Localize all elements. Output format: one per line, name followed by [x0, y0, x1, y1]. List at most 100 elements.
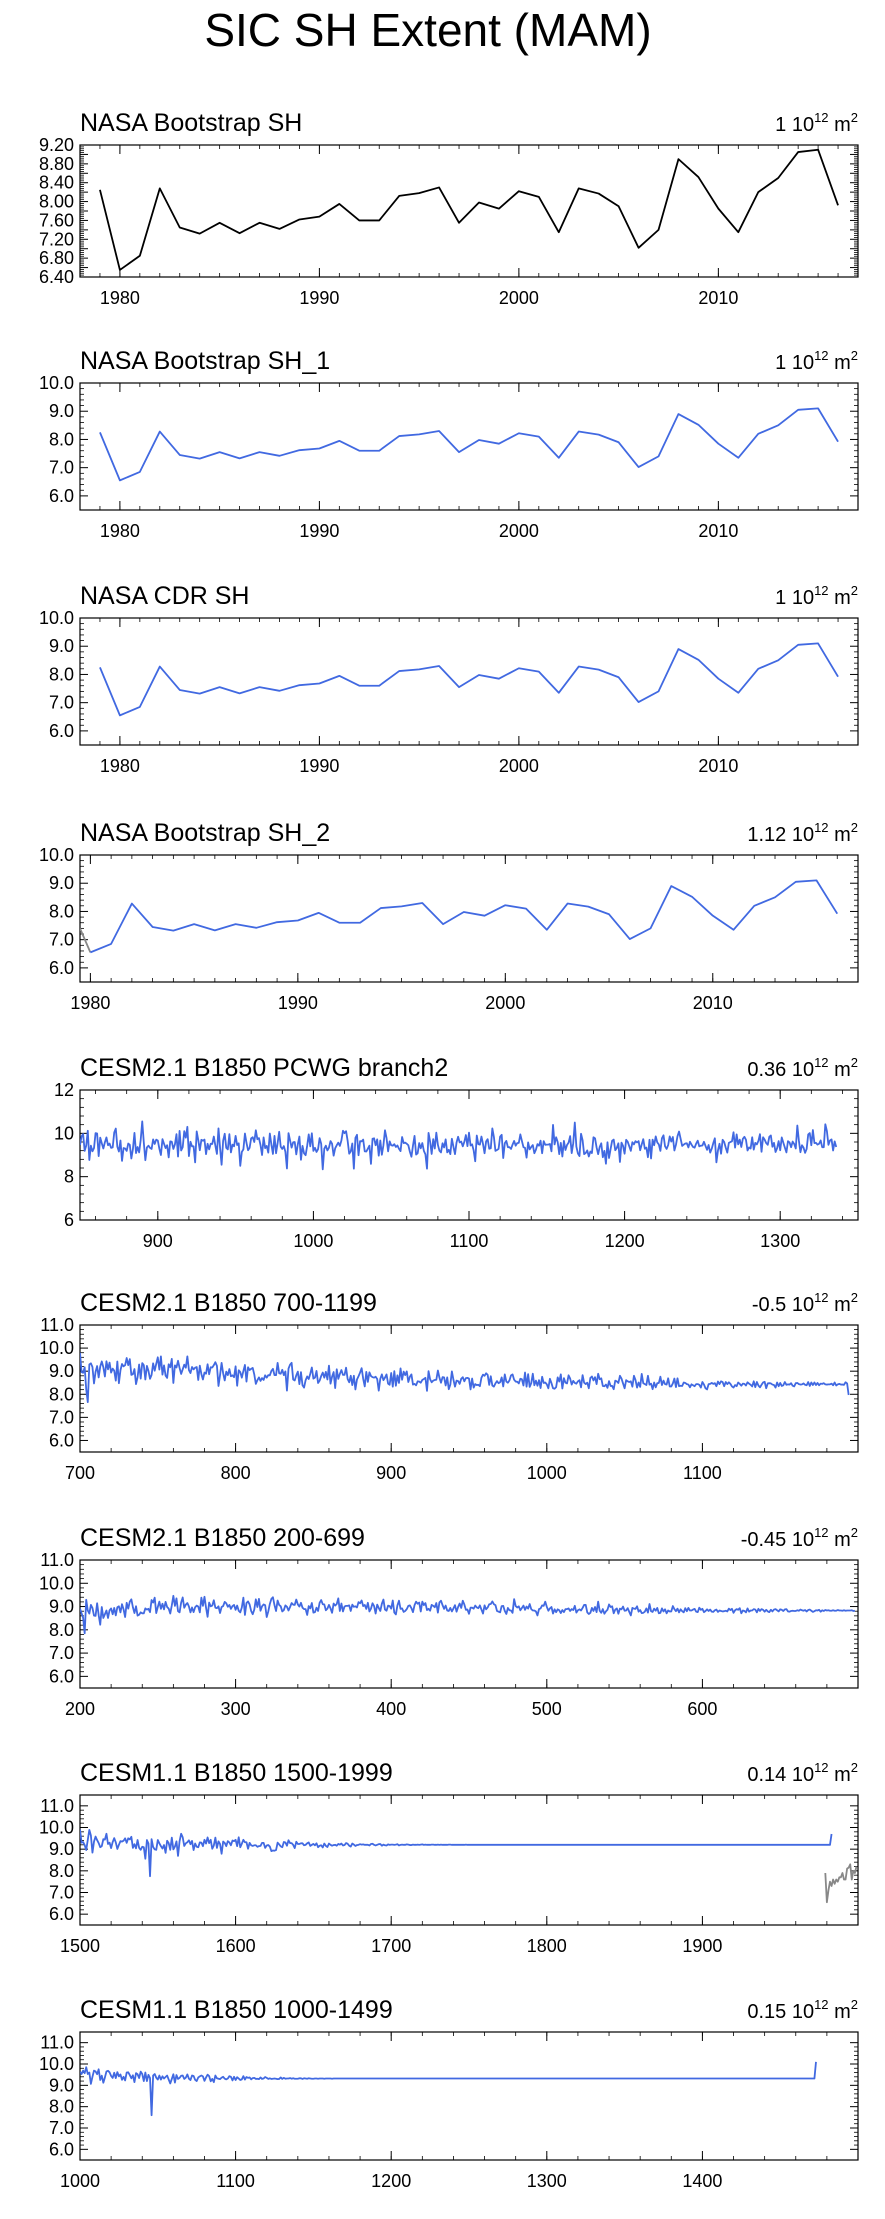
unit-label: 1.12 1012 m2	[747, 820, 858, 846]
y-tick-label: 8.0	[49, 1384, 74, 1404]
x-tick-label: 1600	[216, 1936, 256, 1956]
x-tick-label: 2000	[485, 993, 525, 1013]
x-tick-label: 1990	[278, 993, 318, 1013]
x-tick-label: 1000	[60, 2171, 100, 2191]
series-line	[80, 928, 92, 953]
series-line	[80, 1828, 833, 1878]
y-tick-label: 8.80	[39, 154, 74, 174]
panel-title: CESM2.1 B1850 PCWG branch2	[80, 1054, 448, 1082]
unit-label: -0.45 1012 m2	[741, 1525, 858, 1551]
x-tick-label: 1500	[60, 1936, 100, 1956]
y-tick-label: 9.0	[49, 401, 74, 421]
x-tick-label: 200	[65, 1699, 95, 1719]
unit-label: 1 1012 m2	[775, 583, 858, 609]
panel-4: NASA Bootstrap SH_2 1.12 1012 m2 6.0 7.0 8.0…	[39, 819, 859, 1013]
x-tick-label: 2010	[693, 993, 733, 1013]
plot-frame	[79, 2031, 859, 2161]
y-tick-label: 10.0	[39, 1818, 74, 1838]
series-line	[99, 148, 839, 271]
y-tick-label: 9.0	[49, 1361, 74, 1381]
x-tick-label: 800	[221, 1463, 251, 1483]
panel-2: NASA Bootstrap SH_1 1 1012 m2 6.0 7.0 8.0 9.0…	[39, 347, 859, 541]
x-tick-label: 1300	[527, 2171, 567, 2191]
y-tick-label: 8.0	[49, 664, 74, 684]
y-tick-label: 6.0	[49, 1904, 74, 1924]
y-tick-label: 7.0	[49, 930, 74, 950]
plot-frame	[79, 382, 859, 511]
x-tick-label: 1300	[760, 1231, 800, 1251]
y-tick-label: 6.0	[49, 2139, 74, 2159]
plot-frame	[79, 1559, 859, 1689]
x-tick-label: 2000	[499, 288, 539, 308]
y-tick-label: 9.0	[49, 2075, 74, 2095]
x-tick-label: 1100	[450, 1231, 489, 1251]
y-tick-label: 9.0	[49, 636, 74, 656]
y-tick-label: 10.0	[39, 373, 74, 393]
y-tick-label: 11.0	[40, 2033, 74, 2053]
y-tick-label: 6.0	[49, 721, 74, 741]
panel-6: CESM2.1 B1850 700-1199 -0.5 1012 m2 6.0 7.0…	[39, 1289, 859, 1483]
unit-label: 1 1012 m2	[775, 348, 858, 374]
y-tick-label: 7.0	[49, 1407, 74, 1427]
panel-1: NASA Bootstrap SH 1 1012 m2 6.406.807.207.…	[39, 109, 859, 308]
x-tick-label: 900	[143, 1231, 173, 1251]
y-tick-label: 11.0	[40, 1550, 74, 1570]
x-tick-label: 1400	[682, 2171, 722, 2191]
x-tick-label: 1100	[683, 1463, 722, 1483]
y-tick-label: 6.0	[49, 1666, 74, 1686]
figure-title: SIC SH Extent (MAM)	[204, 4, 651, 56]
y-tick-label: 7.60	[39, 210, 74, 230]
series-line	[80, 1352, 850, 1404]
x-tick-label: 500	[532, 1699, 562, 1719]
unit-label: 0.14 1012 m2	[747, 1760, 858, 1786]
x-tick-label: 2000	[499, 756, 539, 776]
unit-label: 1 1012 m2	[775, 110, 858, 136]
y-tick-label: 6.0	[49, 958, 74, 978]
panel-title: CESM2.1 B1850 700-1199	[80, 1289, 377, 1317]
x-tick-label: 700	[65, 1463, 95, 1483]
panel-title: CESM2.1 B1850 200-699	[80, 1524, 365, 1552]
x-tick-label: 1980	[100, 288, 140, 308]
y-tick-label: 10.0	[39, 1338, 74, 1358]
series-line	[80, 1594, 856, 1635]
y-tick-label: 6.0	[49, 1430, 74, 1450]
y-tick-label: 12	[54, 1080, 74, 1100]
panel-title: NASA Bootstrap SH_2	[80, 819, 330, 847]
plot-frame	[79, 854, 859, 983]
panel-title: CESM1.1 B1850 1500-1999	[80, 1759, 393, 1787]
y-tick-label: 8.0	[49, 1620, 74, 1640]
unit-label: 0.36 1012 m2	[747, 1055, 858, 1081]
x-tick-label: 2010	[698, 288, 738, 308]
y-tick-label: 8.0	[49, 429, 74, 449]
y-tick-label: 8	[64, 1167, 74, 1187]
plot-frame	[79, 617, 859, 746]
y-tick-label: 11.0	[40, 1796, 74, 1816]
panel-9: CESM1.1 B1850 1000-1499 0.15 1012 m2 6.07.…	[39, 1996, 859, 2191]
x-tick-label: 2010	[698, 521, 738, 541]
plot-frame	[79, 1794, 859, 1926]
x-tick-label: 1700	[371, 1936, 411, 1956]
panel-title: CESM1.1 B1850 1000-1499	[80, 1996, 393, 2024]
y-tick-label: 6.0	[49, 486, 74, 506]
x-tick-label: 1990	[299, 521, 339, 541]
x-tick-label: 2010	[698, 756, 738, 776]
y-tick-label: 7.20	[39, 229, 74, 249]
x-tick-label: 1100	[216, 2171, 255, 2191]
panel-7: CESM2.1 B1850 200-699 -0.45 1012 m2 6.0 7.0…	[39, 1524, 859, 1719]
x-tick-label: 1980	[100, 521, 140, 541]
x-tick-label: 1990	[299, 756, 339, 776]
y-tick-label: 10.0	[39, 2054, 74, 2074]
y-tick-label: 9.0	[49, 1839, 74, 1859]
panel-3: NASA CDR SH 1 1012 m2 6.0 7.0 8.0 9.0 10.0 1980…	[39, 582, 859, 776]
y-tick-label: 7.0	[49, 2118, 74, 2138]
y-tick-label: 6.80	[39, 248, 74, 268]
y-tick-label: 9.0	[49, 873, 74, 893]
series-line	[99, 642, 839, 717]
y-tick-label: 8.0	[49, 901, 74, 921]
y-tick-label: 7.0	[49, 458, 74, 478]
x-tick-label: 1000	[293, 1231, 333, 1251]
y-tick-label: 7.0	[49, 1643, 74, 1663]
panel-5: CESM2.1 B1850 PCWG branch2 0.36 1012 m2 6 8…	[54, 1054, 859, 1251]
y-tick-label: 8.00	[39, 192, 74, 212]
series-line	[90, 879, 839, 954]
